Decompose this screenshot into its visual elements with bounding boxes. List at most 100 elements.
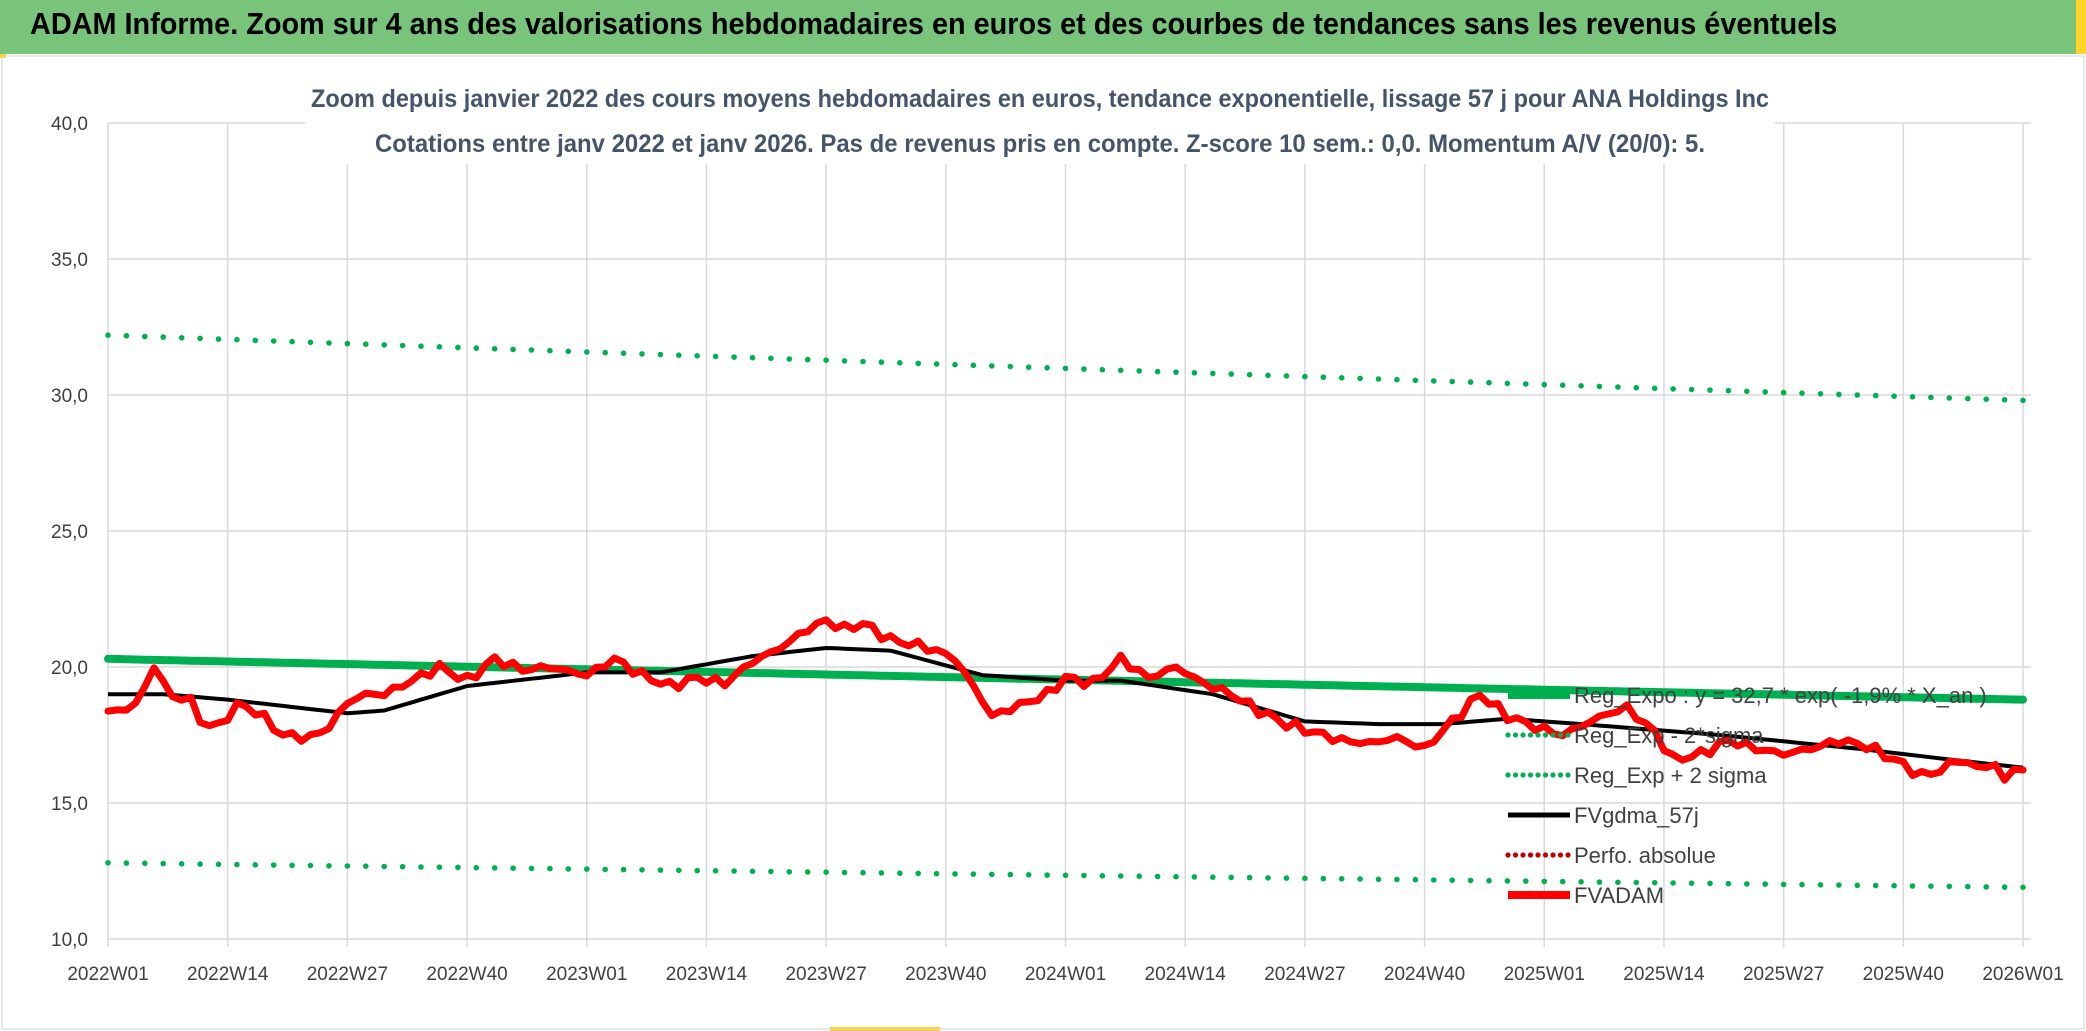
trend-dot — [1559, 382, 1566, 389]
trend-dot — [584, 349, 590, 355]
trend-dot — [676, 867, 682, 874]
y-tick-label: 40,0 — [51, 114, 88, 135]
trend-dot — [1744, 881, 1750, 887]
trend-dot — [1375, 876, 1382, 883]
trend-dot — [860, 869, 866, 876]
trend-dot — [878, 359, 885, 365]
legend-entry: Reg_Expo : y = 32,7 * exp( -1,9% * X_an … — [1508, 683, 1987, 708]
trend-dot — [1081, 872, 1087, 879]
trend-dot — [1744, 388, 1750, 395]
trend-dot — [1891, 882, 1897, 889]
legend-swatch-dot — [1520, 772, 1526, 778]
trend-dot — [105, 332, 111, 339]
legend-swatch-dot — [1557, 852, 1564, 858]
trend-dot — [1541, 381, 1548, 388]
trend-dot — [602, 866, 608, 873]
trend-dot — [1246, 874, 1253, 881]
trend-dot — [1725, 387, 1732, 394]
legend: Reg_Expo : y = 32,7 * exp( -1,9% * X_an … — [1505, 683, 1987, 908]
y-tick-label: 10,0 — [51, 930, 88, 951]
trend-dot — [436, 344, 443, 350]
trend-dot — [547, 865, 553, 872]
trend-dot — [731, 868, 737, 874]
trend-dot — [1983, 884, 1989, 890]
x-tick-label: 2025W14 — [1623, 964, 1705, 985]
y-tick-label: 30,0 — [51, 386, 88, 407]
trend-dot — [620, 350, 627, 357]
trend-dot — [1909, 883, 1916, 889]
trend-dot — [804, 356, 811, 363]
trend-dot — [1504, 878, 1511, 884]
legend-swatch-dot — [1505, 772, 1511, 778]
x-tick-label: 2024W40 — [1384, 964, 1465, 985]
trend-dot — [491, 865, 498, 871]
y-axis-ticks: 10,0 15,0 20,0 25,0 30,0 35,0 40,0 — [51, 114, 88, 951]
trend-dot — [657, 867, 664, 873]
trend-dot — [473, 864, 480, 871]
trend-dot — [1099, 873, 1106, 879]
trend-dot — [1615, 384, 1621, 390]
y-tick-label: 15,0 — [51, 794, 88, 815]
trend-dot — [1523, 381, 1529, 387]
trend-dot — [418, 343, 424, 350]
trend-dot — [1596, 879, 1603, 885]
trend-dot — [1780, 881, 1787, 888]
plot-border — [1, 55, 2085, 1030]
trend-dot — [1191, 874, 1198, 880]
trend-dot — [160, 334, 166, 340]
header-bar: ADAM Informe. Zoom sur 4 ans des valoris… — [0, 0, 2086, 54]
trend-dot — [142, 860, 148, 867]
trend-dot — [1928, 883, 1934, 889]
legend-label: Reg_Expo : y = 32,7 * exp( -1,9% * X_an … — [1574, 683, 1987, 708]
trend-dot — [878, 870, 885, 876]
trend-dot — [1431, 877, 1437, 883]
legend-swatch-dot — [1512, 732, 1519, 738]
trend-dot — [1246, 371, 1253, 378]
legend-swatch-dot — [1535, 852, 1541, 858]
trend-dot — [1320, 374, 1327, 381]
trend-dot — [455, 344, 461, 351]
trend-dot — [897, 360, 903, 366]
trend-dot — [1965, 883, 1971, 890]
trend-dot — [363, 863, 369, 869]
trend-dot — [712, 868, 719, 874]
trend-dot — [528, 347, 535, 353]
trend-dot — [418, 864, 424, 870]
trend-dot — [620, 866, 627, 873]
trend-dot — [1173, 369, 1179, 376]
trend-dot — [455, 864, 461, 871]
trend-dot — [1909, 394, 1916, 400]
x-tick-label: 2024W27 — [1264, 964, 1345, 985]
trend-dot — [1633, 879, 1640, 886]
trend-dot — [1025, 364, 1032, 371]
legend-swatch-dot — [1520, 852, 1526, 858]
legend-entry: FVgdma_57j — [1508, 803, 1699, 828]
trend-dot — [1431, 378, 1437, 384]
trend-dot — [123, 333, 130, 339]
trend-dot — [970, 362, 977, 369]
trend-dot — [1799, 881, 1805, 888]
trend-dot — [252, 337, 259, 344]
trend-dot — [1302, 875, 1308, 882]
trend-dot — [307, 339, 314, 346]
trend-dot — [989, 871, 995, 878]
trend-dot — [823, 869, 829, 875]
trend-dot — [436, 864, 443, 870]
trend-dot — [1670, 386, 1676, 392]
trend-dot — [1210, 874, 1216, 880]
legend-swatch-dot — [1535, 732, 1541, 738]
trend-dot — [1688, 880, 1695, 886]
trend-dot — [473, 345, 480, 351]
trend-dot — [307, 862, 314, 869]
trend-dot — [1688, 386, 1695, 393]
page-title: ADAM Informe. Zoom sur 4 ans des valoris… — [30, 6, 1838, 41]
trend-dot — [1357, 375, 1363, 382]
trend-dot — [1136, 368, 1142, 374]
trend-dot — [1854, 882, 1861, 889]
trend-dot — [657, 351, 664, 358]
y-tick-label: 35,0 — [51, 250, 88, 271]
legend-swatch-dot — [1512, 852, 1519, 858]
legend-swatch-dot — [1565, 732, 1571, 738]
